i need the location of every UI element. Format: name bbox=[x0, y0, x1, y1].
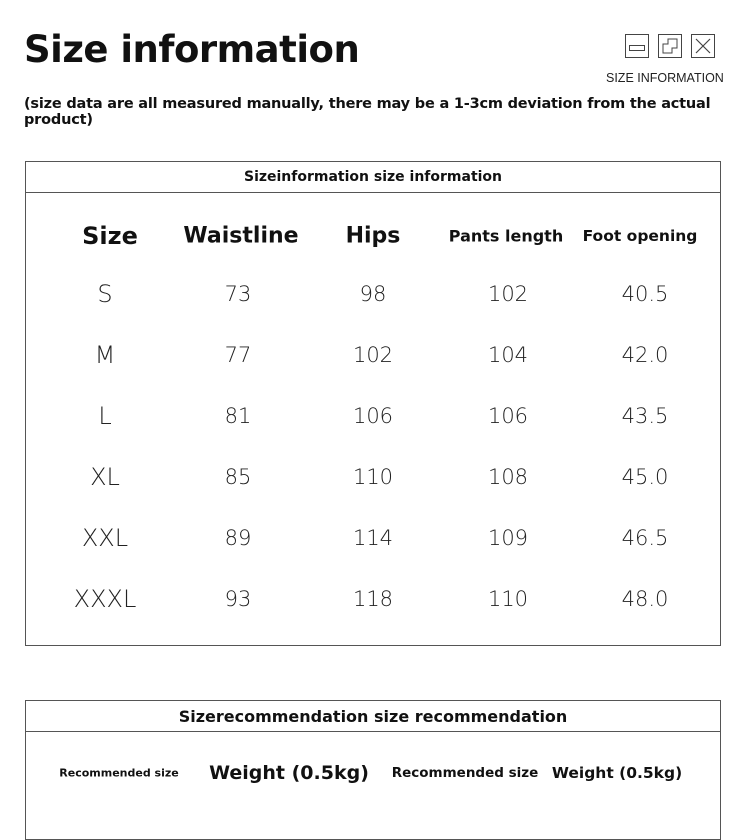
column-header: Foot opening bbox=[582, 227, 698, 245]
size-label: XL bbox=[90, 463, 120, 491]
measurement-value: 93 bbox=[224, 587, 252, 611]
column-header: Hips bbox=[345, 223, 401, 249]
column-header: Weight (0.5kg) bbox=[551, 764, 683, 782]
recommendation-table-title: Sizerecommendation size recommendation bbox=[26, 701, 720, 732]
restore-icon bbox=[658, 34, 682, 58]
size-label: XXXL bbox=[73, 585, 137, 613]
measurement-value: 114 bbox=[352, 526, 394, 550]
column-header: Waistline bbox=[183, 223, 299, 249]
close-icon bbox=[691, 34, 715, 58]
measurement-value: 109 bbox=[487, 526, 529, 550]
size-label: S bbox=[97, 280, 113, 308]
page-title: Size information bbox=[24, 28, 360, 71]
measurement-value: 110 bbox=[352, 465, 394, 489]
measurement-note: (size data are all measured manually, th… bbox=[24, 96, 711, 128]
measurement-value: 98 bbox=[359, 282, 387, 306]
column-header: Weight (0.5kg) bbox=[209, 762, 369, 784]
size-label: M bbox=[94, 341, 116, 369]
size-table-title: Sizeinformation size information bbox=[26, 162, 720, 193]
measurement-value: 102 bbox=[487, 282, 529, 306]
measurement-value: 77 bbox=[224, 343, 252, 367]
measurement-value: 46.5 bbox=[621, 526, 669, 550]
measurement-value: 104 bbox=[487, 343, 529, 367]
measurement-value: 108 bbox=[487, 465, 529, 489]
measurement-value: 73 bbox=[224, 282, 252, 306]
measurement-value: 106 bbox=[352, 404, 394, 428]
column-header: Recommended size bbox=[59, 766, 179, 780]
measurement-value: 102 bbox=[352, 343, 394, 367]
recommendation-table: Sizerecommendation size recommendation R… bbox=[25, 700, 721, 840]
size-label: XXL bbox=[81, 524, 129, 552]
measurement-value: 85 bbox=[224, 465, 252, 489]
measurement-value: 81 bbox=[224, 404, 252, 428]
measurement-value: 48.0 bbox=[621, 587, 669, 611]
measurement-value: 106 bbox=[487, 404, 529, 428]
minimize-icon bbox=[625, 34, 649, 58]
column-header: Pants length bbox=[448, 226, 564, 246]
column-header: Recommended size bbox=[391, 765, 539, 781]
column-header: Size bbox=[82, 222, 138, 250]
window-label: SIZE INFORMATION bbox=[606, 71, 724, 85]
measurement-value: 118 bbox=[352, 587, 394, 611]
size-label: L bbox=[98, 402, 112, 430]
measurement-value: 42.0 bbox=[621, 343, 669, 367]
measurement-value: 43.5 bbox=[621, 404, 669, 428]
measurement-value: 40.5 bbox=[621, 282, 669, 306]
measurement-value: 45.0 bbox=[621, 465, 669, 489]
size-table: Sizeinformation size information Size Wai… bbox=[25, 161, 721, 646]
window-controls bbox=[625, 34, 715, 58]
measurement-value: 110 bbox=[487, 587, 529, 611]
measurement-value: 89 bbox=[224, 526, 252, 550]
